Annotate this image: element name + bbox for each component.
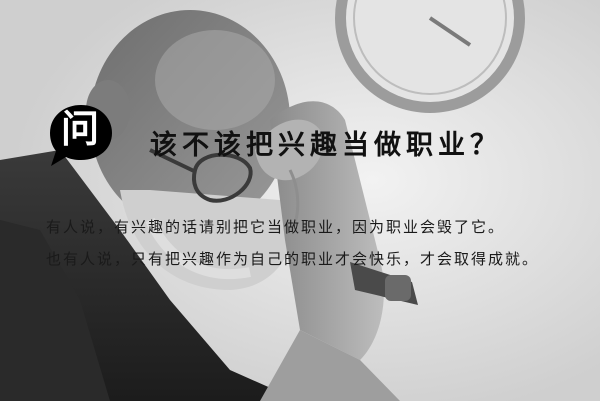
wall-clock-icon xyxy=(335,0,525,113)
badge-glyph: 问 xyxy=(60,107,99,151)
body-line: 也有人说，只有把兴趣作为自己的职业才会快乐，才会取得成就。 xyxy=(46,250,540,268)
speech-bubble-icon xyxy=(50,105,112,166)
body-line: 有人说，有兴趣的话请别把它当做职业，因为职业会毁了它。 xyxy=(46,218,506,236)
wristwatch-icon xyxy=(350,262,418,305)
page-title: 该不该把兴趣当做职业？ xyxy=(150,130,502,161)
